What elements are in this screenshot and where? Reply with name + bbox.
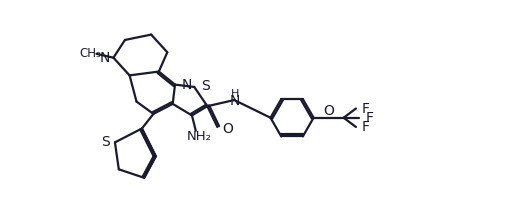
Text: S: S — [201, 79, 210, 93]
Text: N: N — [181, 78, 191, 92]
Text: S: S — [102, 135, 110, 149]
Text: N: N — [99, 51, 109, 65]
Text: F: F — [361, 101, 370, 116]
Text: F: F — [365, 111, 373, 125]
Text: NH₂: NH₂ — [187, 131, 212, 144]
Text: O: O — [323, 104, 334, 118]
Text: CH₃: CH₃ — [79, 47, 101, 60]
Text: O: O — [222, 122, 233, 136]
Text: H: H — [231, 89, 239, 99]
Text: F: F — [361, 120, 370, 134]
Text: N: N — [230, 94, 240, 108]
